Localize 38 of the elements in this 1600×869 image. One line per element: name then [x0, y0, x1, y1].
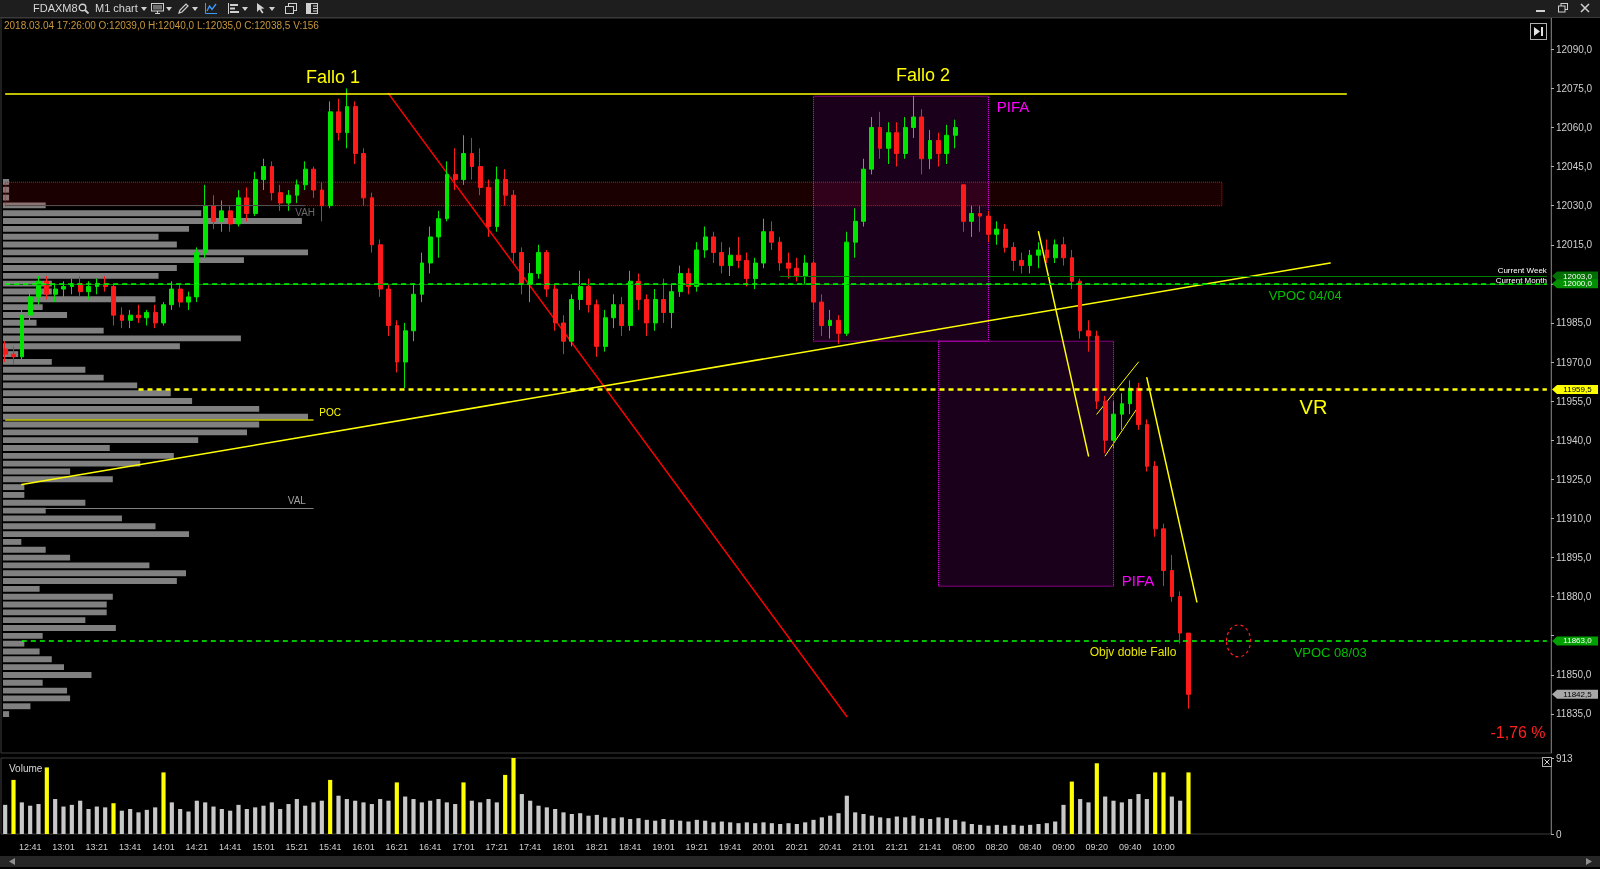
x-tick-label: 17:01 — [452, 841, 475, 852]
x-tick-label: 12:41 — [18, 841, 42, 852]
x-tick-label: 16:21 — [385, 841, 409, 852]
x-tick-label: 17:41 — [518, 841, 542, 852]
x-tick-label: 09:00 — [1052, 841, 1075, 852]
x-tick-label: 14:01 — [152, 841, 175, 852]
x-tick-label: 08:40 — [1018, 841, 1042, 852]
x-tick-label: 16:01 — [352, 841, 375, 852]
x-tick-label: 18:41 — [618, 841, 642, 852]
x-tick-label: 15:01 — [252, 841, 275, 852]
x-tick-label: 14:21 — [185, 841, 209, 852]
x-tick-label: 15:21 — [285, 841, 309, 852]
x-tick-label: 14:41 — [218, 841, 242, 852]
x-tick-label: 21:01 — [852, 841, 875, 852]
x-tick-label: 18:21 — [585, 841, 609, 852]
x-tick-label: 20:01 — [752, 841, 775, 852]
x-tick-label: 16:41 — [418, 841, 442, 852]
x-tick-label: 17:21 — [485, 841, 509, 852]
x-tick-label: 13:41 — [118, 841, 142, 852]
y-tick-label: 0 — [1556, 828, 1562, 840]
x-tick-label: 21:21 — [885, 841, 909, 852]
x-tick-label: 21:41 — [918, 841, 942, 852]
chart-title: Volume — [9, 762, 43, 774]
x-tick-label: 08:20 — [985, 841, 1009, 852]
x-tick-label: 10:00 — [1152, 841, 1175, 852]
x-tick-label: 18:01 — [552, 841, 575, 852]
x-tick-label: 13:01 — [52, 841, 75, 852]
x-tick-label: 08:00 — [952, 841, 975, 852]
x-tick-label: 20:41 — [818, 841, 842, 852]
y-tick-label: 913 — [1556, 752, 1574, 764]
x-tick-label: 20:21 — [785, 841, 809, 852]
x-tick-label: 13:21 — [85, 841, 109, 852]
x-tick-label: 15:41 — [318, 841, 342, 852]
x-tick-label: 09:40 — [1118, 841, 1142, 852]
x-tick-label: 19:41 — [718, 841, 742, 852]
x-tick-label: 09:20 — [1085, 841, 1109, 852]
x-tick-label: 19:21 — [685, 841, 709, 852]
x-tick-label: 19:01 — [652, 841, 675, 852]
